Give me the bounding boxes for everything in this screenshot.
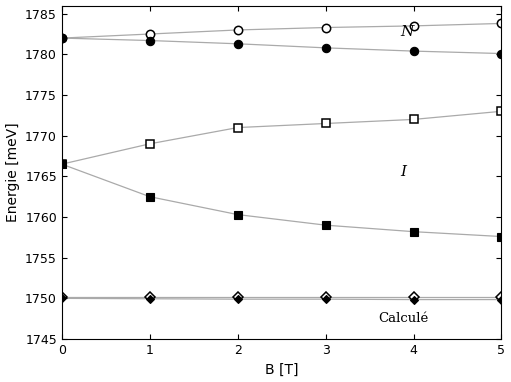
Text: Calculé: Calculé [378,312,429,325]
Text: N: N [400,24,414,39]
X-axis label: B [T]: B [T] [265,363,298,376]
Y-axis label: Energie [meV]: Energie [meV] [6,123,19,222]
Text: I: I [400,165,406,179]
